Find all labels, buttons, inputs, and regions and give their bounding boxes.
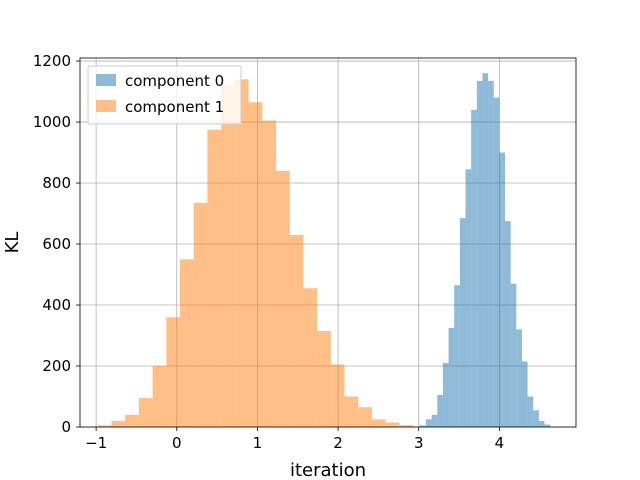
histogram-bar-component-0 — [544, 424, 551, 427]
histogram-bar-component-0 — [488, 80, 494, 428]
legend-label-component-0: component 0 — [125, 72, 224, 90]
x-tick-label: 2 — [333, 434, 343, 452]
histogram-bar-component-1 — [262, 120, 276, 427]
x-tick-label: −1 — [85, 434, 107, 452]
axis-ticks: −1 0 1 2 3 4 0 200 400 600 800 1000 1200 — [33, 52, 504, 452]
y-tick-label: 200 — [42, 357, 71, 375]
histogram-bar-component-1 — [358, 407, 372, 427]
legend: component 0 component 1 — [87, 65, 242, 125]
x-tick-label: 3 — [414, 434, 424, 452]
histogram-bar-component-1 — [152, 366, 167, 427]
x-tick-label: 1 — [253, 434, 263, 452]
x-tick-label: 0 — [172, 434, 182, 452]
histogram-bar-component-0 — [465, 169, 472, 427]
histogram-bar-component-1 — [399, 425, 414, 427]
histogram-bar-component-1 — [330, 364, 345, 427]
histogram-bar-component-1 — [207, 129, 222, 427]
y-tick-label: 800 — [42, 174, 71, 192]
histogram-bar-component-0 — [431, 414, 438, 427]
histogram-bar-component-0 — [448, 327, 455, 427]
histogram-bar-component-0 — [437, 394, 443, 427]
histogram-bar-component-1 — [303, 288, 318, 427]
histogram-bar-component-1 — [138, 398, 153, 427]
histogram-bar-component-1 — [111, 420, 126, 427]
histogram-bar-component-0 — [419, 425, 426, 427]
histogram-bar-component-0 — [454, 285, 460, 427]
x-axis-label: iteration — [290, 460, 366, 480]
histogram-bar-component-1 — [385, 422, 400, 427]
histogram-bar-component-0 — [476, 80, 483, 428]
legend-swatch-component-0 — [96, 74, 116, 86]
x-tick-label: 4 — [495, 434, 505, 452]
histogram-bar-component-1 — [275, 170, 290, 427]
plot-frame — [79, 57, 577, 428]
histogram-bar-component-1 — [234, 79, 249, 427]
y-tick-label: 1200 — [33, 52, 71, 70]
histogram-bar-component-1 — [193, 202, 208, 427]
histogram-bar-component-0 — [533, 410, 539, 427]
histogram-bar-component-0 — [510, 283, 517, 427]
histogram-bar-component-0 — [538, 420, 545, 427]
histogram-bar-component-1 — [125, 414, 139, 427]
histogram-bar-component-0 — [482, 73, 489, 428]
histogram-bar-component-1 — [221, 85, 235, 427]
histogram-bar-component-0 — [471, 109, 477, 428]
histogram-bar-component-0 — [493, 97, 500, 428]
y-tick-label: 600 — [42, 235, 71, 253]
y-tick-label: 1000 — [33, 113, 71, 131]
histogram-bar-component-0 — [505, 221, 511, 427]
histogram-bar-component-0 — [521, 361, 528, 427]
histogram-bar-component-1 — [166, 317, 181, 427]
histogram-bar-component-0 — [425, 419, 432, 427]
legend-swatch-component-1 — [96, 100, 116, 112]
legend-label-component-1: component 1 — [125, 98, 224, 116]
histogram-bar-component-0 — [459, 218, 466, 427]
histogram-bar-component-1 — [317, 330, 331, 427]
histogram-bar-component-0 — [516, 329, 522, 427]
histogram-bar-component-1 — [289, 234, 304, 427]
histogram-bar-component-1 — [344, 396, 359, 427]
histogram-bars — [97, 73, 551, 428]
histogram-bar-component-0 — [442, 362, 449, 427]
y-tick-label: 400 — [42, 296, 71, 314]
legend-box — [87, 65, 242, 125]
histogram-bar-component-1 — [248, 102, 263, 428]
histogram-bar-component-1 — [371, 419, 386, 427]
y-axis-label: KL — [2, 232, 23, 254]
histogram-bar-component-1 — [180, 259, 194, 427]
histogram-bar-component-1 — [97, 425, 112, 427]
histogram-bar-component-0 — [499, 152, 506, 428]
histogram-bar-component-0 — [527, 396, 534, 427]
y-tick-label: 0 — [61, 418, 71, 436]
